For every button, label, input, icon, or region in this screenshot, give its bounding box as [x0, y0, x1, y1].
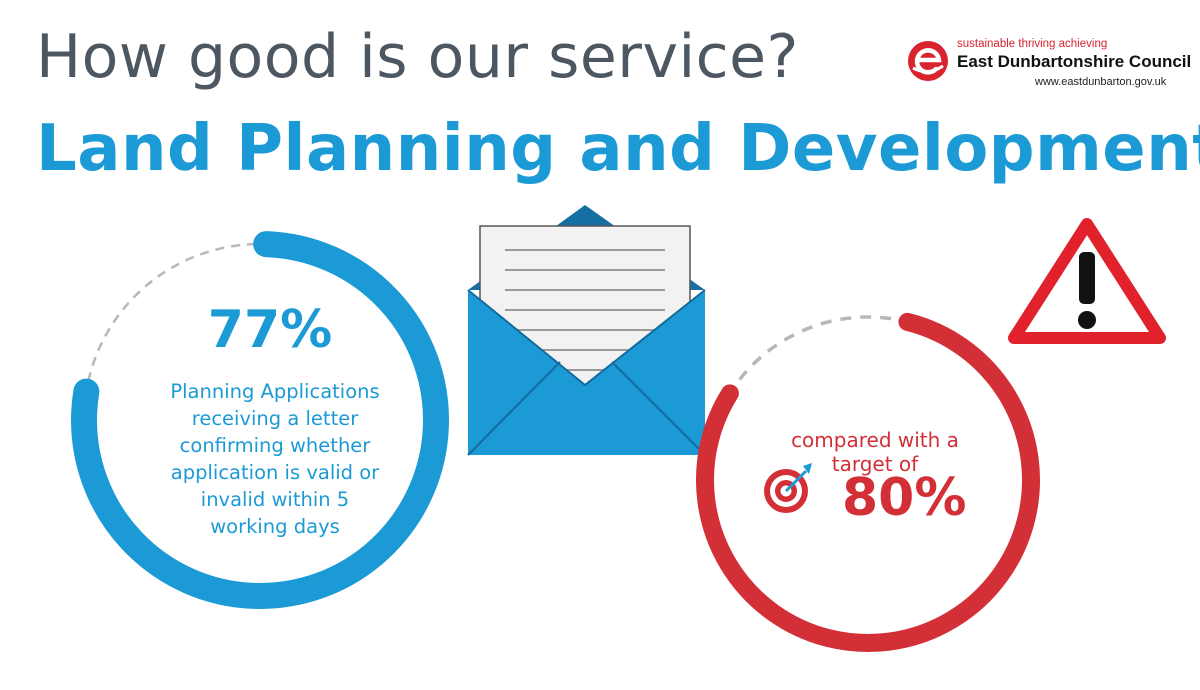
target-compare-text: compared with a target of — [791, 428, 959, 476]
stat-description: Planning Applications receiving a letter… — [170, 380, 380, 538]
page-title: How good is our service? — [36, 22, 799, 92]
council-logo-icon — [908, 41, 948, 81]
logo-url[interactable]: www.eastdunbarton.gov.uk — [1035, 76, 1167, 88]
target-dartboard-icon — [764, 463, 812, 513]
target-percent: 80% — [842, 468, 967, 528]
council-logo[interactable]: sustainable thriving achieving East Dunb… — [905, 32, 1191, 102]
page-subtitle: Land Planning and Development — [36, 112, 1200, 186]
stat-percent: 77% — [207, 300, 333, 360]
stat-ring-progress — [70, 230, 449, 609]
envelope-letter-icon — [467, 205, 706, 456]
logo-name: East Dunbartonshire Council — [957, 52, 1192, 71]
warning-triangle-icon — [1008, 218, 1166, 344]
logo-tagline: sustainable thriving achieving — [957, 38, 1108, 50]
target-ring-progress — [696, 308, 1040, 652]
